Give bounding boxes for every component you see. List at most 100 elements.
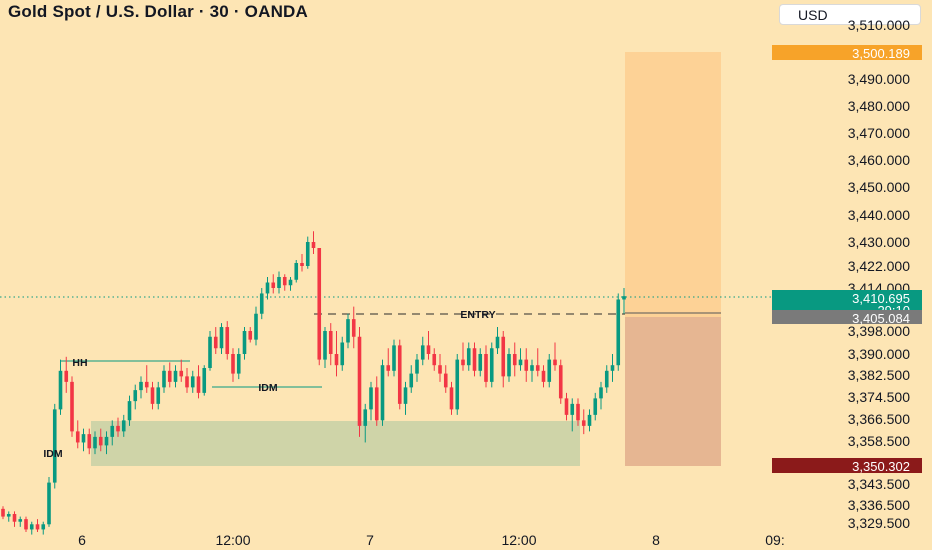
candle [202,365,207,396]
candle [415,354,419,382]
current-price-label-text: 3,410.695 [852,291,910,306]
candle [300,254,304,272]
candle [236,348,241,380]
candle [116,417,120,437]
candle [558,359,563,404]
candle [392,339,396,377]
candle [518,348,523,371]
candle [41,521,46,535]
candle [248,327,253,343]
candle [213,327,218,354]
candle [604,365,609,393]
candle [317,248,322,366]
candle [564,392,569,421]
candle-body [277,277,281,288]
candle [323,327,327,368]
candle [294,260,299,283]
candle-body [311,242,316,248]
candle [185,368,189,393]
candle-body [190,376,195,388]
candle [254,306,258,346]
candle [461,342,465,371]
candle-body [208,336,212,368]
candle-body [576,403,580,421]
candle [535,348,540,377]
entry-price-label: 3,405.084 [772,310,922,326]
candle-body [271,282,276,288]
candle [581,409,586,435]
candle-body [495,336,500,349]
candle [541,365,546,388]
candle [576,398,580,426]
candle-body [524,359,529,371]
y-tick-label: 3,374.500 [848,389,910,405]
candle-body [288,279,293,286]
lines-layer [0,296,772,388]
candle [622,288,626,314]
target-price-label-text: 3,500.189 [852,46,910,61]
candle-body [593,398,598,415]
y-tick-label: 3,366.500 [848,411,910,427]
candle-body [6,514,11,517]
candle [47,477,51,527]
candle-body [87,434,92,449]
candle [311,231,316,254]
candle-body [397,345,402,404]
candle-body [52,409,57,483]
candle [18,516,23,527]
candle [346,313,350,349]
candle-body [167,370,172,382]
target-price-label-bg [772,45,922,60]
candle-body [351,319,356,337]
candle-body [380,365,385,421]
candle-body [41,524,46,530]
candle [420,336,425,366]
x-tick-label: 8 [652,532,660,548]
candle [484,345,488,388]
candle-body [58,370,63,410]
candle-body [455,359,460,410]
candle [219,323,224,354]
y-tick-label: 3,343.500 [848,476,910,492]
candle [443,365,448,393]
current-price-label-bg [772,290,922,313]
annotations-layer: HH IDM ENTRY IDM [43,309,495,460]
chart-title: Gold Spot / U.S. Dollar · 30 · OANDA [8,2,308,21]
candle-body [357,336,362,426]
candle-body [443,373,448,388]
candle [599,381,603,410]
candle-body [547,359,552,382]
y-tick-label: 3,390.000 [848,346,910,362]
candle [29,521,34,535]
y-tick-label: 3,382.500 [848,367,910,383]
candle [144,365,149,393]
candle [179,359,184,382]
price-labels: 3,500.1893,410.69529:103,405.0843,350.30… [772,45,922,474]
candle [265,277,270,300]
candle-body [512,354,517,366]
candle-body [518,359,523,366]
idm-label-upper: IDM [258,382,278,394]
candle [64,356,69,393]
entry-price-label-text: 3,405.084 [852,311,910,326]
target-zone [625,52,721,317]
candle [1,506,5,520]
candle [570,398,575,432]
demand-zone [91,421,580,466]
candle-body [392,345,396,371]
candle [6,511,11,522]
candle-body [346,319,350,343]
zones-layer [91,52,721,466]
candle [81,428,86,452]
candle-body [81,434,86,443]
currency-selector[interactable]: USD [779,4,921,25]
candle-body [116,425,120,432]
candle [242,327,247,360]
candles-layer [1,231,626,535]
candle-body [75,431,80,443]
candle [403,381,408,415]
candle-body [196,376,201,393]
candle [93,431,97,455]
candle [139,376,143,399]
